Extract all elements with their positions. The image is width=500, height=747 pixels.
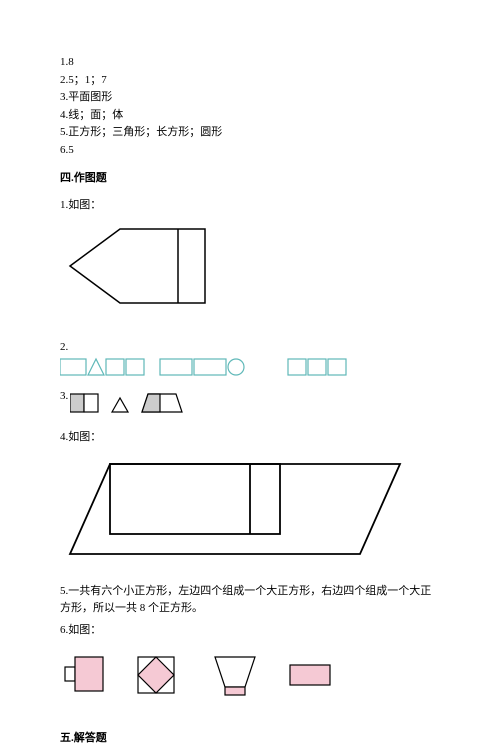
figure-4-6 — [60, 647, 440, 713]
answer-2: 2.5；1；7 — [60, 72, 440, 89]
answer-4: 4.线；面；体 — [60, 107, 440, 124]
item-4-5-text: 5.一共有六个小正方形，左边四个组成一个大正方形，右边四个组成一个大正方形，所以… — [60, 583, 440, 616]
figure-4-3 — [70, 388, 270, 422]
figure-4-1-svg — [60, 221, 250, 321]
answer-3: 3.平面图形 — [60, 89, 440, 106]
figure-4-2 — [60, 356, 440, 386]
item-4-3-label: 3. — [60, 388, 68, 405]
figure-4-3-svg — [70, 388, 270, 416]
figure-4-4 — [60, 454, 440, 570]
answer-6: 6.5 — [60, 142, 440, 159]
section-5-title: 五.解答题 — [60, 730, 440, 747]
item-4-1-label: 1.如图： — [60, 197, 440, 214]
item-4-6-label: 6.如图： — [60, 622, 440, 639]
item-4-2-label: 2. — [60, 339, 440, 356]
figure-4-2-svg — [60, 356, 380, 380]
answer-1: 1.8 — [60, 54, 440, 71]
item-4-4-label: 4.如图： — [60, 429, 440, 446]
figure-4-1 — [60, 221, 440, 327]
figure-4-4-svg — [60, 454, 420, 564]
figure-4-6-svg — [60, 647, 380, 707]
section-4-title: 四.作图题 — [60, 170, 440, 187]
answer-5: 5.正方形；三角形；长方形；圆形 — [60, 124, 440, 141]
